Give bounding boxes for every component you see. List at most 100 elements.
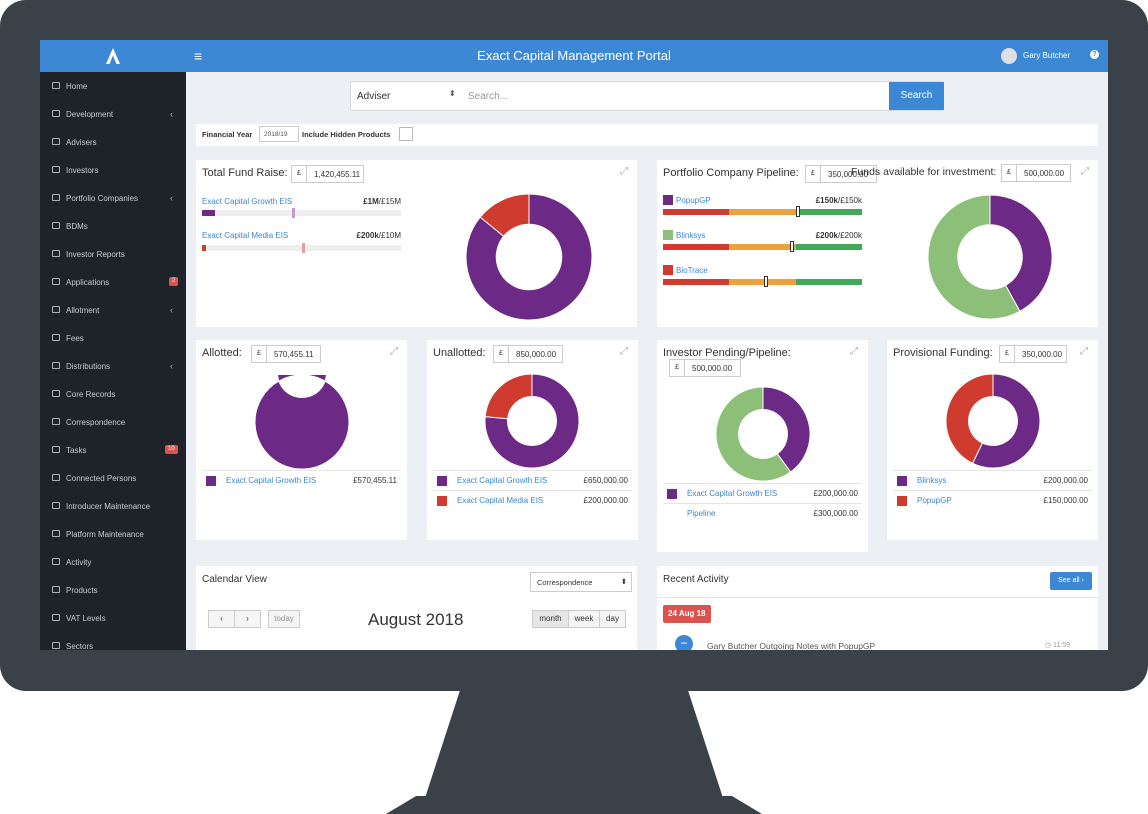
bar-segment-red	[663, 209, 730, 215]
nav-icon	[52, 82, 60, 89]
include-hidden-checkbox[interactable]	[399, 127, 413, 141]
financial-year-label: Financial Year	[202, 130, 253, 139]
financial-year-select[interactable]: 2018/19	[259, 126, 299, 142]
amount-field: £350,000.00	[805, 165, 877, 183]
company-link[interactable]: Blinksys	[676, 231, 706, 240]
expand-icon[interactable]: ⤢	[390, 346, 398, 357]
fund-progress-bar	[202, 208, 401, 218]
calendar-view-month-button[interactable]: month	[532, 610, 569, 628]
amount-field: £500,000.00	[1001, 164, 1071, 182]
sidebar-item-label: Connected Persons	[66, 474, 137, 483]
calendar-next-button[interactable]: ›	[234, 610, 261, 628]
sidebar-item-advisers[interactable]: Advisers	[40, 128, 186, 156]
logo-icon[interactable]	[104, 47, 122, 65]
legend-link[interactable]: Exact Capital Growth EIS	[687, 489, 778, 498]
legend-link[interactable]: Exact Capital Media EIS	[457, 496, 544, 505]
sidebar-item-sectors[interactable]: Sectors	[40, 632, 186, 650]
sidebar-item-home[interactable]: Home	[40, 72, 186, 100]
divider	[433, 490, 632, 491]
sidebar-item-products[interactable]: Products	[40, 576, 186, 604]
donut-slice[interactable]	[716, 387, 792, 481]
calendar-filter-select[interactable]: Correspondence ⬍	[530, 572, 632, 592]
fund-link[interactable]: Exact Capital Growth EIS	[202, 197, 293, 206]
company-color-swatch	[663, 265, 673, 275]
legend-link[interactable]: Pipeline	[687, 509, 716, 518]
avatar[interactable]	[1001, 48, 1017, 64]
calendar-today-button[interactable]: today	[268, 610, 300, 628]
activity-minus-icon[interactable]: −	[675, 635, 693, 650]
legend-link[interactable]: Blinksys	[917, 476, 947, 485]
fund-link[interactable]: Exact Capital Media EIS	[202, 231, 289, 240]
calendar-prev-button[interactable]: ‹	[208, 610, 235, 628]
divider	[202, 470, 401, 471]
fund-progress-marker	[291, 208, 295, 218]
search-type-select[interactable]: Adviser	[357, 91, 391, 102]
panel-title: Allotted:	[202, 347, 242, 359]
sidebar-item-applications[interactable]: Applications 2	[40, 268, 186, 296]
legend-value: £200,000.00	[583, 496, 629, 505]
bar-segment-green	[795, 244, 862, 250]
donut-slice[interactable]	[946, 374, 994, 465]
sidebar-item-investors[interactable]: Investors	[40, 156, 186, 184]
sidebar-item-introducer-maintenance[interactable]: Introducer Maintenance	[40, 492, 186, 520]
company-link[interactable]: PopupGP	[676, 196, 711, 205]
sidebar-item-platform-maintenance[interactable]: Platform Maintenance	[40, 520, 186, 548]
user-name[interactable]: Gary Butcher	[1023, 51, 1071, 60]
donut-slice[interactable]	[928, 195, 1021, 319]
sidebar-item-core-records[interactable]: Core Records	[40, 380, 186, 408]
amount-value: 350,000.00	[1022, 350, 1063, 359]
expand-icon[interactable]: ⤢	[850, 346, 858, 357]
divider	[657, 597, 1098, 598]
donut-slice[interactable]	[255, 375, 349, 469]
panel-title: Total Fund Raise:	[202, 167, 288, 179]
help-icon[interactable]: ?	[1090, 50, 1099, 59]
bar-segment-red	[663, 244, 730, 250]
company-color-swatch	[663, 230, 673, 240]
donut-slice[interactable]	[485, 374, 579, 468]
calendar-view-week-button[interactable]: week	[568, 610, 600, 628]
amount-value: 350,000.00	[828, 170, 869, 179]
sidebar-item-development[interactable]: Development ‹	[40, 100, 186, 128]
sidebar-item-label: Products	[66, 586, 98, 595]
calendar-view-day-button[interactable]: day	[599, 610, 626, 628]
search-input[interactable]: Search...	[468, 91, 509, 102]
activity-entry[interactable]: Gary Butcher Outgoing Notes with PopupGP	[707, 641, 876, 650]
expand-icon[interactable]: ⤢	[1080, 346, 1088, 357]
see-all-button[interactable]: See all ›	[1050, 572, 1092, 590]
nav-icon	[52, 222, 60, 229]
search-button[interactable]: Search	[889, 82, 944, 110]
sidebar-item-vat-levels[interactable]: VAT Levels	[40, 604, 186, 632]
sidebar-item-correspondence[interactable]: Correspondence	[40, 408, 186, 436]
sidebar-item-label: Sectors	[66, 642, 94, 650]
sidebar-item-fees[interactable]: Fees	[40, 324, 186, 352]
sidebar-item-portfolio-companies[interactable]: Portfolio Companies ‹	[40, 184, 186, 212]
expand-icon[interactable]: ⤢	[620, 166, 628, 177]
donut-slice[interactable]	[479, 194, 530, 237]
donut-slice[interactable]	[485, 374, 533, 420]
sidebar-item-investor-reports[interactable]: Investor Reports	[40, 240, 186, 268]
sidebar-item-bdms[interactable]: BDMs	[40, 212, 186, 240]
company-link[interactable]: BioTrace	[676, 266, 708, 275]
legend-value: £650,000.00	[583, 476, 629, 485]
expand-icon[interactable]: ⤢	[1081, 166, 1089, 177]
donut-slice[interactable]	[762, 387, 810, 473]
legend-link[interactable]: Exact Capital Growth EIS	[457, 476, 548, 485]
legend-link[interactable]: PopupGP	[917, 496, 952, 505]
legend-link[interactable]: Exact Capital Growth EIS	[226, 476, 317, 485]
divider	[663, 483, 862, 484]
nav-icon	[52, 194, 60, 201]
donut-slice[interactable]	[989, 195, 1052, 313]
sidebar-item-distributions[interactable]: Distributions ‹	[40, 352, 186, 380]
donut-slice[interactable]	[466, 194, 592, 320]
sidebar-item-label: Investor Reports	[66, 250, 125, 259]
sidebar-item-tasks[interactable]: Tasks 10	[40, 436, 186, 464]
chevron-left-icon: ‹	[170, 109, 173, 119]
sidebar-item-connected-persons[interactable]: Connected Persons	[40, 464, 186, 492]
hamburger-menu-icon[interactable]: ≡	[194, 48, 203, 64]
sidebar-item-allotment[interactable]: Allotment ‹	[40, 296, 186, 324]
legend-swatch	[897, 496, 907, 506]
donut-slice[interactable]	[971, 374, 1040, 468]
expand-icon[interactable]: ⤢	[620, 346, 628, 357]
nav-icon	[52, 334, 60, 341]
sidebar-item-activity[interactable]: Activity	[40, 548, 186, 576]
